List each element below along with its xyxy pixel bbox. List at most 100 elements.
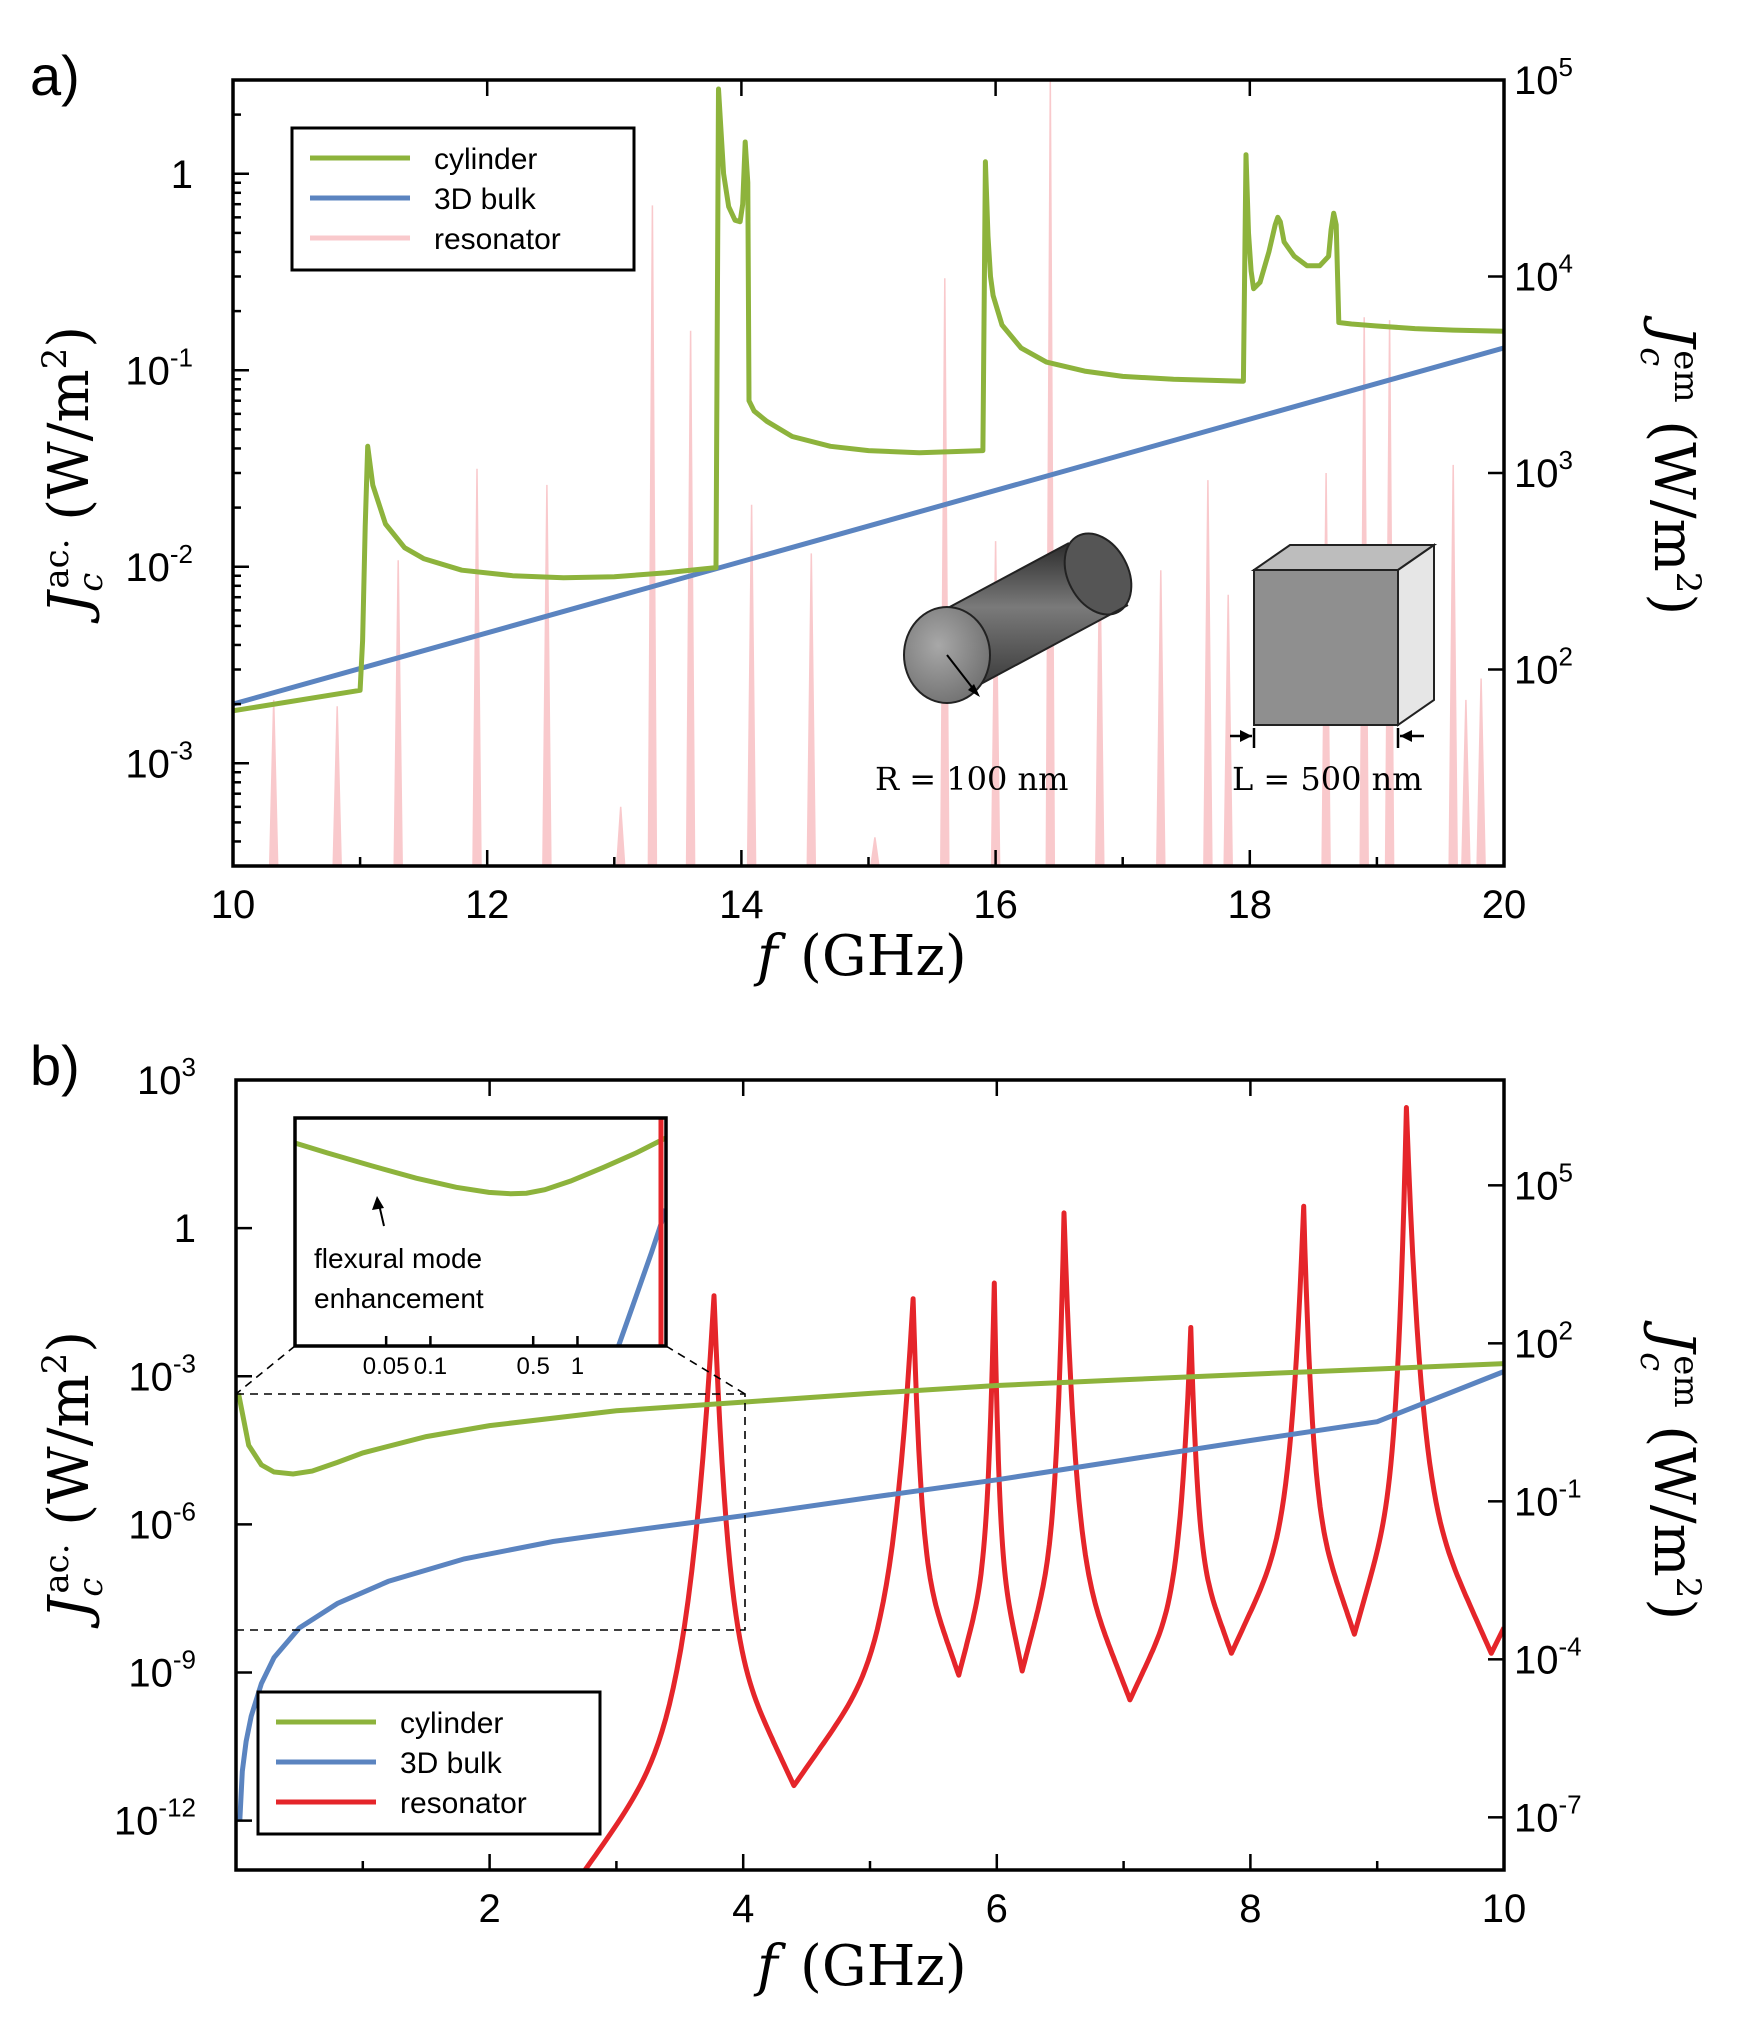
y-tick-label-left-a-3: 1 xyxy=(171,153,193,197)
svg-text:Jcem (W/m2): Jcem (W/m2) xyxy=(1632,315,1708,616)
panel-b-label: b) xyxy=(30,1034,80,1097)
y-tick-label-right-a-1: 103 xyxy=(1514,445,1573,496)
inset-x-tick-label-3: 1 xyxy=(571,1353,584,1380)
resonator-peak-a-11 xyxy=(940,278,950,866)
panel-a-cylinder-series xyxy=(233,86,1504,714)
inset-arrow-head xyxy=(372,1196,384,1210)
cylinder-illustration xyxy=(903,532,1133,704)
panel-b-y-title-right: Jcem (W/m2) xyxy=(1632,1320,1708,1621)
panel-a-x-title: f (GHz) xyxy=(753,924,967,989)
y-tick-label-left-b-3: 10-3 xyxy=(128,1348,196,1399)
resonator-peak-a-5 xyxy=(615,806,626,866)
resonator-peak-a-0 xyxy=(268,699,279,866)
x-tick-label-b-1: 4 xyxy=(732,1887,754,1931)
panel-a: a) 10 12 14 16 18 20 10-310-210-11 1021031041… xyxy=(30,44,1708,989)
panel-a-label: a) xyxy=(30,44,80,107)
inset-x-tick-label-1: 0.1 xyxy=(414,1353,447,1380)
resonator-line-b xyxy=(581,1105,1504,1870)
resonator-peak-a-17 xyxy=(1223,594,1233,866)
panel-a-legend: cylinder 3D bulk resonator xyxy=(290,126,636,272)
inset-x-tick-label-2: 0.5 xyxy=(517,1353,550,1380)
svg-text:Jcem (W/m2): Jcem (W/m2) xyxy=(1632,1320,1708,1621)
panel-a-plot-area xyxy=(233,80,1504,866)
inset-background xyxy=(295,1118,666,1346)
panel-b-y-ticks-left: 10-12 10-9 10-6 10-3 1 103 xyxy=(114,1052,252,1844)
y-tick-label-right-b-1: 10-4 xyxy=(1514,1631,1582,1682)
inset-zoom-indicator xyxy=(235,1345,746,1631)
resonator-peak-a-23 xyxy=(1476,678,1486,866)
y-tick-label-right-b-2: 10-1 xyxy=(1514,1473,1582,1524)
x-tick-label-b-0: 2 xyxy=(478,1887,500,1931)
resonator-peak-a-2 xyxy=(393,560,403,866)
y-tick-label-left-b-5: 103 xyxy=(137,1052,196,1103)
y-tick-label-left-a-1: 10-2 xyxy=(125,539,193,590)
resonator-peak-a-3 xyxy=(472,468,482,866)
resonator-peak-a-9 xyxy=(806,553,817,866)
panel-b-cylinder-series xyxy=(236,1361,1504,1477)
inset-annotation-line1: flexural mode xyxy=(314,1243,482,1274)
resonator-peak-a-15 xyxy=(1156,570,1166,866)
y-tick-label-right-b-4: 105 xyxy=(1514,1157,1573,1208)
cube-illustration xyxy=(1230,543,1438,748)
panel-a-x-title-symbol: f xyxy=(753,924,787,989)
resonator-peak-a-6 xyxy=(647,205,658,866)
y-tick-label-right-a-2: 104 xyxy=(1514,249,1573,300)
panel-b-legend: cylinder 3D bulk resonator xyxy=(256,1690,602,1836)
svg-text:Jcac. (W/m2): Jcac. (W/m2) xyxy=(35,326,111,624)
x-tick-label-a-1: 12 xyxy=(465,883,510,927)
panel-a-y-title-left: Jcac. (W/m2) xyxy=(35,326,111,624)
resonator-peak-a-14 xyxy=(1095,553,1105,866)
inset-plot-area xyxy=(295,1118,666,1346)
resonator-peak-a-12 xyxy=(990,541,1001,866)
panel-a-x-ticks: 10 12 14 16 18 20 xyxy=(211,80,1527,927)
panel-b-bulk-series xyxy=(237,1369,1504,1821)
resonator-peak-a-10 xyxy=(870,837,880,866)
x-tick-label-b-2: 6 xyxy=(986,1887,1008,1931)
panel-a-y-ticks-right: 102 103 104 105 xyxy=(1488,52,1573,693)
resonator-peak-a-8 xyxy=(746,504,757,866)
inset-annotation-line2: enhancement xyxy=(314,1283,484,1314)
panel-b-x-ticks: 2 4 6 8 10 xyxy=(361,1080,1527,1931)
y-tick-label-left-b-0: 10-12 xyxy=(114,1793,196,1844)
panel-b-x-title-unit: (GHz) xyxy=(800,1934,967,1999)
y-tick-label-left-b-2: 10-6 xyxy=(128,1496,196,1547)
x-tick-label-b-4: 10 xyxy=(1482,1887,1527,1931)
bulk-line-a xyxy=(233,345,1504,707)
panel-b-x-title: f (GHz) xyxy=(753,1934,967,1999)
cylinder-line-a xyxy=(233,86,1504,714)
cylinder-radius-label: R = 100 nm xyxy=(875,760,1068,798)
panel-b-y-title-left: Jcac. (W/m2) xyxy=(35,1331,111,1629)
panel-a-bulk-series xyxy=(233,345,1504,707)
resonator-peak-a-22 xyxy=(1461,699,1471,866)
resonator-peak-a-1 xyxy=(332,706,342,866)
resonator-peak-a-21 xyxy=(1448,464,1458,866)
legend-label-resonator: resonator xyxy=(400,1787,527,1820)
x-tick-label-a-4: 18 xyxy=(1228,883,1273,927)
x-tick-label-a-2: 14 xyxy=(719,883,764,927)
svg-text:Jcac. (W/m2): Jcac. (W/m2) xyxy=(35,1331,111,1629)
legend-label-cylinder: cylinder xyxy=(400,1707,503,1740)
resonator-peak-a-4 xyxy=(542,484,552,866)
resonator-peak-a-16 xyxy=(1203,480,1213,866)
x-tick-label-b-3: 8 xyxy=(1239,1887,1261,1931)
panel-a-x-title-unit: (GHz) xyxy=(800,924,967,989)
panel-b-y-ticks-right: 10-7 10-4 10-1 102 105 xyxy=(1488,1157,1582,1840)
panel-b-x-title-symbol: f xyxy=(753,1934,787,1999)
cube-length-label: L = 500 nm xyxy=(1232,760,1423,798)
y-tick-label-left-a-0: 10-3 xyxy=(125,735,193,786)
y-tick-label-left-b-4: 1 xyxy=(174,1207,196,1251)
panel-a-y-ticks-left: 10-3 10-2 10-1 1 xyxy=(125,78,249,868)
x-tick-label-a-5: 20 xyxy=(1482,883,1527,927)
legend-label-bulk: 3D bulk xyxy=(400,1747,503,1780)
inset-cylinder-line xyxy=(295,1135,666,1197)
resonator-peak-a-7 xyxy=(685,330,696,866)
panel-b: b) 0.05 0.1 0.5 1 flexural mode xyxy=(30,1034,1708,1999)
x-tick-label-a-3: 16 xyxy=(973,883,1018,927)
legend-label-cylinder: cylinder xyxy=(434,143,537,176)
panel-a-y-title-right: Jcem (W/m2) xyxy=(1632,315,1708,616)
panel-b-resonator-series xyxy=(581,1105,1504,1870)
y-tick-label-right-b-3: 102 xyxy=(1514,1315,1573,1366)
inset-x-ticks: 0.05 0.1 0.5 1 xyxy=(363,1336,584,1380)
legend-label-resonator: resonator xyxy=(434,223,561,256)
